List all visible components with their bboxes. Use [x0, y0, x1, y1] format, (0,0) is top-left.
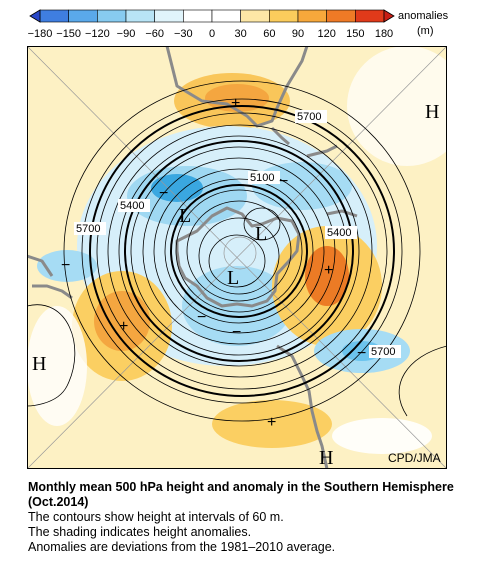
colorbar-swatch: [240, 9, 270, 23]
colorbar-swatch: [326, 9, 356, 23]
colorbar-swatch: [183, 9, 213, 23]
figure-caption: Monthly mean 500 hPa height and anomaly …: [28, 480, 468, 555]
caption-line: The shading indicates height anomalies.: [28, 525, 252, 539]
caption-line: Anomalies are deviations from the 1981–2…: [28, 540, 336, 554]
neutral-patch-northeast: [347, 46, 467, 166]
colorbar-tick-label: −60: [145, 28, 164, 40]
minus-marker: −: [357, 345, 366, 362]
contour-label: 5100: [250, 172, 274, 184]
high-marker: H: [32, 353, 46, 375]
plus-marker: +: [119, 318, 128, 335]
colorbar-tick-label: −90: [116, 28, 136, 40]
colorbar-tick-label: 30: [234, 28, 247, 40]
contour-label: 5700: [297, 111, 321, 123]
colorbar-swatch: [125, 9, 155, 23]
anomaly-markers: + + + + − − − − − −: [61, 95, 366, 431]
map-canvas: 5700 5100 5400 5700 5400 5700 H H H L L …: [26, 45, 467, 470]
positive-anomaly-east-core: [305, 246, 349, 306]
graticule: [26, 45, 448, 470]
colorbar-min-arrow: [29, 9, 41, 23]
positive-anomaly-south: [212, 400, 332, 448]
positive-anomaly-north-core: [205, 84, 269, 112]
pressure-markers: H H H L L L: [32, 101, 439, 469]
colorbar-tick-label: −30: [173, 28, 193, 40]
minus-marker: −: [232, 324, 241, 341]
plus-marker: +: [324, 262, 333, 279]
colorbar-swatch: [269, 9, 299, 23]
colorbar-tick-label: 150: [346, 28, 365, 40]
high-marker: H: [319, 447, 333, 469]
caption-title: Monthly mean 500 hPa height and anomaly …: [28, 480, 454, 509]
height-contours: [26, 80, 448, 422]
minus-marker: −: [197, 309, 206, 326]
map-credit: CPD/JMA: [388, 451, 441, 465]
colorbar-swatch: [39, 9, 69, 23]
contour-label: 5700: [76, 223, 100, 235]
negative-anomaly-northeast: [252, 162, 352, 210]
hemisphere-map: 5700 5100 5400 5700 5400 5700 H H H L L …: [26, 45, 467, 470]
minus-marker: −: [61, 257, 70, 274]
colorbar-swatch: [154, 9, 184, 23]
contour-label: 5700: [371, 346, 395, 358]
negative-anomaly-west-core: [151, 174, 203, 202]
minus-marker: −: [159, 185, 168, 202]
map-border: [27, 46, 447, 469]
negative-anomaly-center: [182, 266, 292, 346]
colorbar-max-arrow: [383, 9, 395, 23]
bold-contours: [89, 105, 395, 397]
colorbar-swatch: [297, 9, 327, 23]
colorbar-tick-label: 60: [263, 28, 276, 40]
colorbar-swatch: [68, 9, 98, 23]
positive-anomaly-west-core: [94, 291, 150, 351]
plus-marker: +: [231, 95, 240, 112]
low-marker: L: [179, 205, 191, 227]
colorbar-tick-label: 120: [317, 28, 336, 40]
colorbar-tick-label: 90: [291, 28, 305, 40]
colorbar-tick-label: 0: [208, 28, 216, 40]
low-marker: L: [227, 267, 239, 289]
colorbar-swatch: [97, 9, 127, 23]
colorbar-swatch: [355, 9, 385, 23]
anomaly-colorbar: −180 −150 −120 −90 −60 −30 0 30 60 90 120 150 180 an…: [0, 0, 480, 46]
colorbar-swatch: [211, 9, 241, 23]
neutral-patch-west: [27, 306, 87, 426]
colorbar-scale: [29, 9, 395, 23]
contour-labels: 5700 5100 5400 5700 5400 5700: [74, 110, 401, 358]
plus-marker: +: [267, 414, 276, 431]
colorbar-unit: (m): [417, 25, 434, 37]
coastlines: [26, 45, 358, 470]
colorbar-label: anomalies: [398, 10, 449, 22]
contour-label: 5400: [327, 227, 351, 239]
caption-line: The contours show height at intervals of…: [28, 510, 284, 524]
colorbar-tick-label: −150: [56, 28, 82, 40]
colorbar-tick-label: 180: [374, 28, 394, 40]
contour-label: 5400: [120, 200, 144, 212]
high-marker: H: [425, 101, 439, 123]
minus-marker: −: [279, 173, 288, 190]
colorbar-tick-label: −180: [27, 28, 53, 40]
low-marker: L: [255, 223, 267, 245]
neutral-patch-southeast: [332, 418, 432, 454]
colorbar-tick-label: −120: [84, 28, 110, 40]
